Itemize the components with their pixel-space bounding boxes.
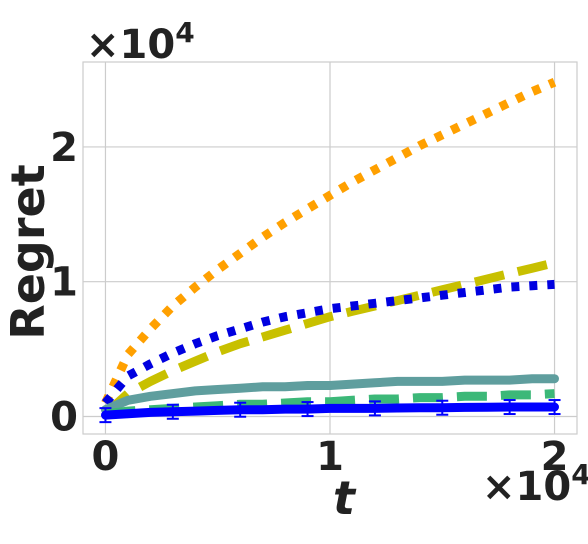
x-multiplier: ×104	[482, 458, 588, 510]
x-tick-labels: 0 1 2	[92, 434, 569, 480]
y-tick-label-1: 1	[50, 260, 78, 306]
x-tick-label-0: 0	[92, 434, 120, 480]
x-axis-label: t	[333, 471, 357, 525]
y-multiplier: ×104	[86, 16, 195, 68]
x-tick-label-2: 2	[541, 434, 569, 480]
series-group	[99, 78, 561, 424]
y-tick-label-0: 0	[50, 394, 78, 440]
series-line-2	[102, 279, 555, 406]
series-line-5	[101, 402, 559, 420]
y-tick-label-2: 2	[50, 125, 78, 171]
series-line-3	[101, 374, 559, 415]
series-line-4	[104, 389, 555, 419]
series-line-1	[102, 258, 556, 418]
x-tick-label-1: 1	[316, 434, 344, 480]
grid-lines	[83, 62, 577, 434]
y-axis-label: Regret	[1, 164, 55, 339]
series-line-0	[101, 78, 557, 405]
y-tick-labels: 0 1 2	[50, 125, 78, 441]
